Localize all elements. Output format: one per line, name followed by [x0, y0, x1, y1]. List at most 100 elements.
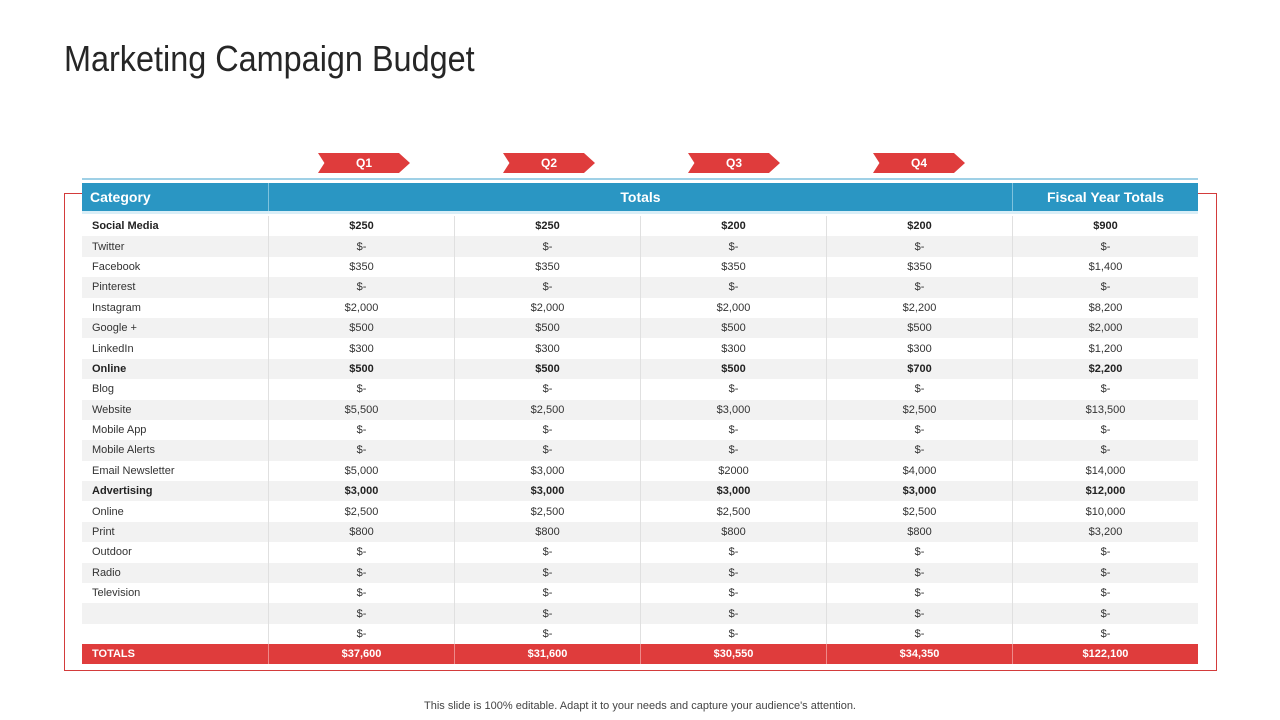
table-cell: $-: [826, 562, 1012, 584]
table-cell: $-: [1012, 542, 1198, 563]
row-label: Google +: [92, 322, 137, 335]
table-row: Radio $- $- $- $- $-: [82, 562, 1198, 584]
page-title: Marketing Campaign Budget: [64, 38, 475, 79]
table-cell: $10,000: [1012, 501, 1198, 522]
table-row: Mobile App $- $- $- $- $-: [82, 419, 1198, 441]
row-label: Television: [92, 587, 141, 600]
table-row: Outdoor $- $- $- $- $-: [82, 542, 1198, 563]
table-row: Google + $500 $500 $500 $500 $2,000: [82, 317, 1198, 339]
row-label: Radio: [92, 566, 121, 579]
table-cell: $-: [1012, 623, 1198, 645]
table-cell: $5,500: [268, 399, 454, 420]
table-cell: $-: [268, 562, 454, 584]
table-cell: $-: [826, 440, 1012, 461]
row-label: Print: [92, 526, 115, 539]
table-cell: $3,000: [640, 481, 826, 502]
table-cell: $900: [1012, 216, 1198, 237]
table-cell: $-: [1012, 440, 1198, 461]
table-cell: $-: [640, 623, 826, 645]
row-label: Online: [92, 505, 124, 518]
totals-cell: $122,100: [1012, 644, 1198, 665]
table-cell: $14,000: [1012, 460, 1198, 482]
table-cell: $-: [826, 277, 1012, 298]
table-cell: $-: [454, 583, 640, 604]
table-body: Social Media $250 $250 $200 $200 $900 Twitter $…: [82, 216, 1198, 645]
table-cell: $2,500: [826, 501, 1012, 522]
row-label: Pinterest: [92, 281, 136, 294]
totals-cell: $31,600: [454, 644, 640, 665]
table-cell: $250: [268, 216, 454, 237]
table-cell: $-: [1012, 583, 1198, 604]
table-cell: $-: [826, 583, 1012, 604]
table-row: Online $2,500 $2,500 $2,500 $2,500 $10,000: [82, 501, 1198, 522]
table-cell: $300: [268, 338, 454, 359]
table-cell: $-: [826, 419, 1012, 441]
table-cell: $-: [454, 379, 640, 400]
table-row: Blog $- $- $- $- $-: [82, 379, 1198, 400]
table-cell: $300: [826, 338, 1012, 359]
table-cell: $500: [826, 317, 1012, 339]
header-divider: [82, 178, 1198, 180]
table-cell: $300: [454, 338, 640, 359]
table-cell: $500: [640, 317, 826, 339]
quarter-tag-q4: Q4: [873, 153, 965, 173]
table-cell: $-: [454, 440, 640, 461]
header-fiscal-year-totals: Fiscal Year Totals: [1012, 183, 1198, 211]
table-cell: $2,000: [1012, 317, 1198, 339]
totals-cell: $34,350: [826, 644, 1012, 665]
table-cell: $-: [826, 542, 1012, 563]
table-row: Pinterest $- $- $- $- $-: [82, 277, 1198, 298]
table-cell: $700: [826, 358, 1012, 380]
table-cell: $2,000: [268, 297, 454, 318]
table-cell: $3,000: [454, 481, 640, 502]
row-label: Online: [92, 362, 127, 375]
table-cell: $800: [640, 521, 826, 543]
table-row: LinkedIn $300 $300 $300 $300 $1,200: [82, 338, 1198, 359]
table-cell: $-: [454, 236, 640, 257]
table-cell: $1,400: [1012, 256, 1198, 278]
table-cell: $-: [640, 236, 826, 257]
table-cell: $-: [640, 583, 826, 604]
table-cell: $300: [640, 338, 826, 359]
table-cell: $-: [640, 440, 826, 461]
row-label: Facebook: [92, 260, 141, 273]
table-cell: $350: [640, 256, 826, 278]
quarter-tag-q2: Q2: [503, 153, 595, 173]
table-cell: $1,200: [1012, 338, 1198, 359]
table-cell: $2,000: [454, 297, 640, 318]
row-label: Instagram: [92, 301, 141, 314]
table-cell: $-: [640, 379, 826, 400]
table-cell: $-: [640, 419, 826, 441]
table-row: Instagram $2,000 $2,000 $2,000 $2,200 $8,200: [82, 297, 1198, 318]
table-cell: $3,200: [1012, 521, 1198, 543]
row-label: LinkedIn: [92, 342, 134, 355]
table-cell: $-: [454, 603, 640, 624]
row-label: [82, 603, 268, 623]
table-cell: $-: [826, 623, 1012, 645]
table-cell: $2,200: [826, 297, 1012, 318]
table-row: Social Media $250 $250 $200 $200 $900: [82, 216, 1198, 237]
row-label: Twitter: [92, 240, 125, 253]
table-cell: $-: [268, 542, 454, 563]
row-label: [82, 624, 268, 644]
table-row: Facebook $350 $350 $350 $350 $1,400: [82, 256, 1198, 278]
totals-cell: $37,600: [268, 644, 454, 665]
table-cell: $500: [454, 358, 640, 380]
table-cell: $200: [826, 216, 1012, 237]
table-cell: $-: [454, 419, 640, 441]
table-cell: $8,200: [1012, 297, 1198, 318]
table-cell: $-: [268, 623, 454, 645]
table-cell: $800: [826, 521, 1012, 543]
table-cell: $-: [268, 603, 454, 624]
table-cell: $2,200: [1012, 358, 1198, 380]
table-cell: $-: [454, 562, 640, 584]
table-row: $- $- $- $- $-: [82, 623, 1198, 645]
table-cell: $-: [640, 542, 826, 563]
table-cell: $-: [1012, 236, 1198, 257]
table-cell: $-: [640, 277, 826, 298]
row-label: Mobile App: [92, 424, 147, 437]
row-label: Social Media: [92, 220, 159, 233]
table-cell: $2,500: [454, 501, 640, 522]
table-cell: $5,000: [268, 460, 454, 482]
table-row: Online $500 $500 $500 $700 $2,200: [82, 358, 1198, 380]
